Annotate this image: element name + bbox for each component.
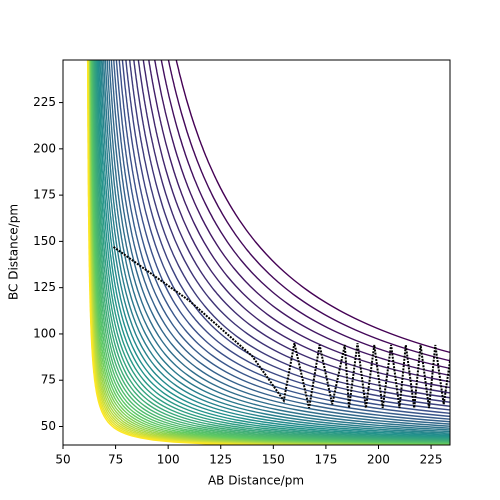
y-tick-label: 125	[33, 280, 56, 294]
contour-line	[93, 60, 450, 442]
contour-line	[128, 60, 450, 403]
y-tick-label: 75	[41, 373, 56, 387]
trajectory	[112, 246, 450, 409]
x-tick-label: 225	[420, 453, 443, 467]
x-tick-label: 100	[157, 453, 180, 467]
x-tick-label: 175	[314, 453, 337, 467]
contour-line	[102, 60, 450, 431]
x-tick-label: 75	[108, 453, 123, 467]
y-tick-label: 225	[33, 95, 56, 109]
contour-line	[167, 60, 450, 362]
contour-line	[160, 60, 450, 370]
contour-line	[175, 60, 450, 354]
contour-line	[94, 60, 450, 440]
contour-line	[106, 60, 450, 427]
trajectory-group	[112, 246, 464, 409]
contour-line	[108, 60, 450, 425]
x-axis-title: AB Distance/pm	[208, 474, 304, 488]
y-tick-label: 175	[33, 188, 56, 202]
contour-line	[137, 60, 450, 394]
contour-line	[97, 60, 450, 437]
plot-frame	[62, 59, 451, 446]
contour-line	[95, 60, 450, 439]
contour-line	[125, 60, 450, 407]
contour-line	[98, 60, 450, 436]
x-tick-label: 50	[55, 453, 70, 467]
contour-line	[113, 60, 450, 420]
x-tick-label: 125	[209, 453, 232, 467]
contour-line	[121, 60, 450, 411]
y-tick-label: 150	[33, 234, 56, 248]
end-marker	[458, 379, 464, 385]
contour-line	[148, 60, 450, 383]
y-tick-label: 50	[41, 419, 56, 433]
contour-line	[86, 60, 289, 445]
y-tick-label: 100	[33, 326, 56, 340]
contour-line	[142, 60, 450, 389]
y-axis-title: BC Distance/pm	[7, 204, 21, 300]
contour-set	[86, 60, 450, 445]
contour-line	[115, 60, 450, 418]
x-tick-label: 150	[262, 453, 285, 467]
y-tick-label: 200	[33, 141, 56, 155]
contour-line	[93, 60, 450, 441]
x-tick-label: 200	[367, 453, 390, 467]
contour-line	[104, 60, 450, 429]
contour-line	[91, 60, 450, 443]
contour-line	[133, 60, 450, 399]
contour-line	[101, 60, 450, 433]
contour-line	[110, 60, 450, 423]
contour-line	[153, 60, 450, 377]
contour-line	[118, 60, 450, 414]
contour-line	[96, 60, 450, 438]
